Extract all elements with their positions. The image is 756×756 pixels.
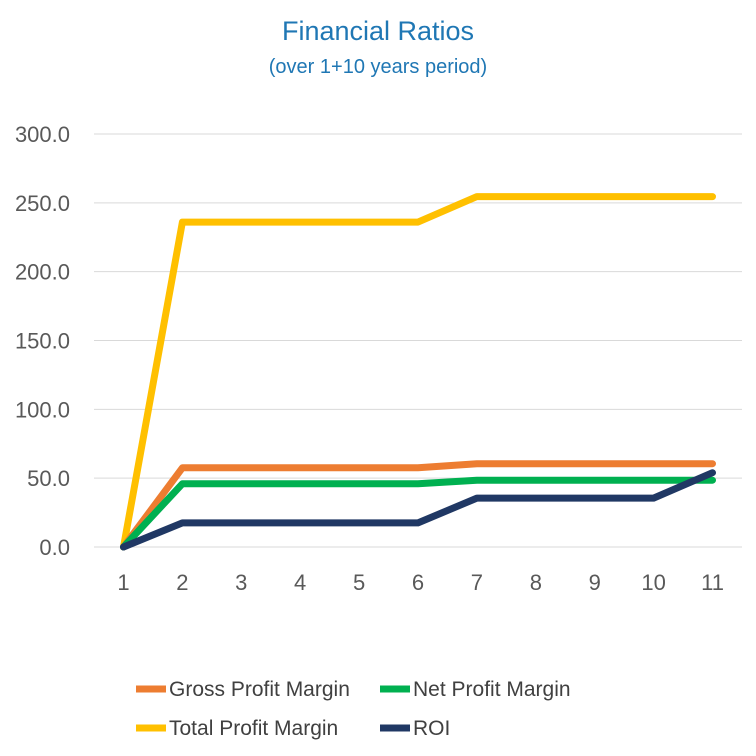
x-tick-label: 8 — [530, 570, 542, 595]
x-tick-label: 6 — [412, 570, 424, 595]
legend-label: Total Profit Margin — [169, 717, 338, 740]
y-tick-label: 300.0 — [15, 122, 70, 147]
gridlines — [94, 133, 742, 548]
legend: Gross Profit Margin Net Profit Margin Tota… — [136, 678, 571, 740]
y-tick-label: 0.0 — [39, 535, 70, 560]
x-tick-label: 10 — [641, 570, 665, 595]
x-tick-label: 1 — [117, 570, 129, 595]
legend-label: Net Profit Margin — [413, 678, 571, 701]
series-line-total-profit-margin — [120, 193, 716, 551]
y-tick-label: 50.0 — [27, 466, 70, 491]
x-tick-label: 2 — [176, 570, 188, 595]
y-tick-label: 200.0 — [15, 260, 70, 285]
legend-label: Gross Profit Margin — [169, 678, 350, 701]
chart-subtitle: (over 1+10 years period) — [269, 56, 487, 78]
x-tick-label: 3 — [235, 570, 247, 595]
y-tick-label: 250.0 — [15, 191, 70, 216]
x-tick-label: 9 — [589, 570, 601, 595]
x-tick-label: 11 — [701, 570, 724, 595]
x-tick-label: 5 — [353, 570, 365, 595]
x-axis-ticks: 1 2 3 4 5 6 7 8 9 10 11 — [117, 570, 724, 595]
legend-item: Net Profit Margin — [380, 678, 571, 701]
series-lines — [120, 193, 716, 551]
series-line-gross-profit-margin — [120, 460, 716, 551]
y-tick-label: 150.0 — [15, 329, 70, 354]
y-axis-ticks: 0.0 50.0 100.0 150.0 200.0 250.0 300.0 — [15, 122, 70, 560]
legend-item: ROI — [380, 717, 450, 740]
x-tick-label: 7 — [471, 570, 483, 595]
series-line-roi — [120, 469, 716, 551]
legend-label: ROI — [413, 717, 450, 740]
chart-title: Financial Ratios — [282, 16, 474, 46]
y-tick-label: 100.0 — [15, 397, 70, 422]
legend-item: Gross Profit Margin — [136, 678, 350, 701]
legend-item: Total Profit Margin — [136, 717, 338, 740]
x-tick-label: 4 — [294, 570, 306, 595]
series-line-net-profit-margin — [120, 476, 716, 551]
